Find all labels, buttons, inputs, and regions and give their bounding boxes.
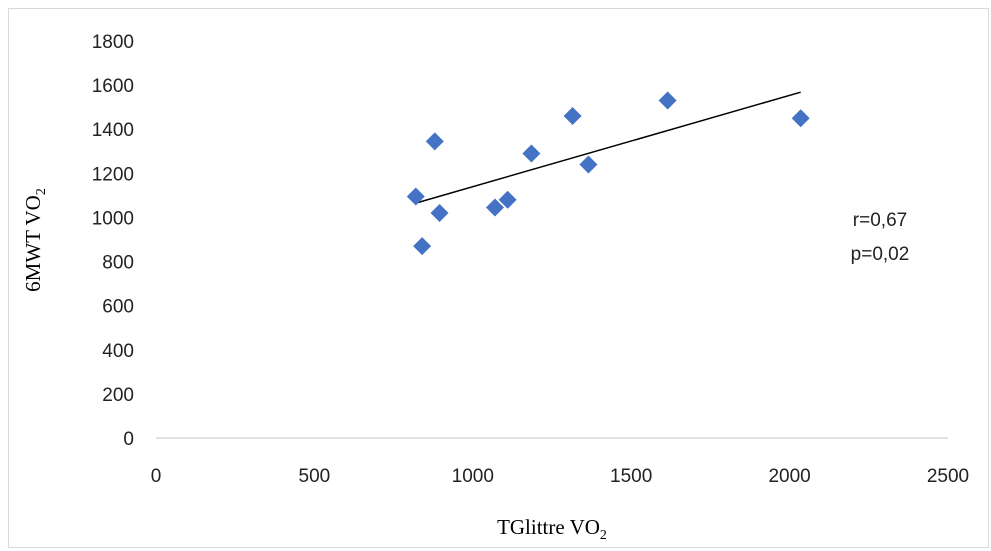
y-tick-label: 800 [102, 253, 134, 274]
annotation-r: r=0,67 [853, 210, 907, 231]
data-point [485, 198, 504, 217]
y-tick-label: 1000 [92, 208, 134, 229]
x-axis-title-main: TGlittre VO [497, 515, 600, 539]
y-axis-title-subscript: 2 [34, 188, 49, 195]
data-point [413, 237, 432, 256]
x-axis-title-subscript: 2 [600, 528, 607, 543]
y-tick-label: 1400 [92, 120, 134, 141]
x-axis-title: TGlittre VO2 [497, 515, 607, 543]
chart-frame [8, 8, 989, 548]
data-point [498, 190, 517, 209]
y-axis-title: 6MWT VO2 [21, 188, 49, 292]
y-axis-title-main: 6MWT VO [21, 195, 45, 292]
data-point [430, 204, 449, 223]
x-tick-label: 0 [151, 466, 162, 487]
x-tick-label: 1000 [452, 466, 494, 487]
data-points [406, 91, 810, 256]
x-tick-label: 1500 [610, 466, 652, 487]
x-tick-label: 2500 [927, 466, 969, 487]
y-tick-label: 1800 [92, 32, 134, 53]
x-tick-label: 500 [299, 466, 331, 487]
data-point [522, 144, 541, 163]
data-point [791, 109, 810, 128]
y-tick-labels: 0 200 400 600 800 1000 1200 1400 1600 1800 [92, 32, 134, 450]
y-tick-label: 400 [102, 341, 134, 362]
y-tick-label: 0 [123, 429, 134, 450]
y-tick-label: 200 [102, 385, 134, 406]
trendline [415, 91, 801, 204]
data-point [579, 155, 598, 174]
y-tick-label: 1600 [92, 76, 134, 97]
y-tick-label: 1200 [92, 164, 134, 185]
x-tick-label: 2000 [768, 466, 810, 487]
x-tick-labels: 0 500 1000 1500 2000 2500 [151, 466, 969, 487]
data-point [406, 187, 425, 206]
annotation-p: p=0,02 [851, 244, 910, 265]
data-point [563, 106, 582, 125]
data-point [658, 91, 677, 110]
y-tick-label: 600 [102, 297, 134, 318]
data-point [425, 132, 444, 151]
